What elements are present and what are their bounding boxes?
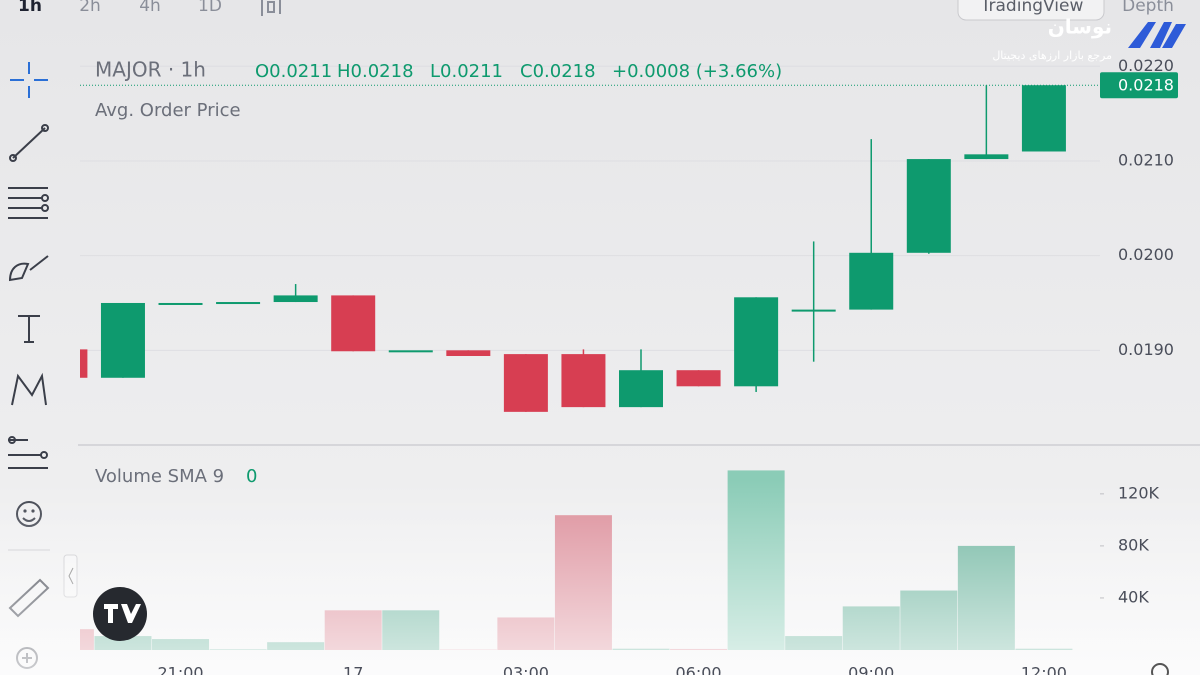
brush-tool[interactable] bbox=[8, 255, 49, 282]
x-tick-label: 17 bbox=[343, 664, 363, 675]
candle-body bbox=[561, 354, 606, 408]
candle-body bbox=[906, 159, 951, 253]
y-tick-label: 0.0220 bbox=[1118, 56, 1174, 75]
ohlc-value: O0.0211 bbox=[255, 61, 332, 82]
y-tick-label: 0.0210 bbox=[1118, 150, 1174, 169]
candle-body bbox=[388, 350, 433, 353]
y-tick-label: 40K bbox=[1118, 587, 1149, 606]
ohlc-value: L0.0211 bbox=[430, 61, 503, 82]
candle-body bbox=[676, 370, 721, 387]
candle-body bbox=[100, 302, 145, 378]
last-price-box bbox=[1100, 72, 1178, 99]
settings-icon[interactable] bbox=[1151, 663, 1169, 675]
candle-body bbox=[331, 295, 376, 352]
brand-logo bbox=[1128, 22, 1186, 48]
top-bar: 1h 2h 4h 1D TradingView Depth نوسان مرجع بازار … bbox=[18, 0, 1174, 62]
y-tick-label: 120K bbox=[1118, 483, 1160, 502]
tab[interactable]: Depth bbox=[1122, 0, 1174, 16]
candle-body bbox=[158, 302, 203, 305]
candle-body bbox=[446, 350, 491, 356]
symbol: MAJOR · 1h bbox=[95, 58, 206, 82]
y-tick-label: 80K bbox=[1118, 535, 1149, 554]
bottom-fade bbox=[0, 480, 1200, 675]
fib-tool[interactable] bbox=[8, 187, 49, 219]
interval-button[interactable]: 1h bbox=[18, 0, 42, 16]
interval-button[interactable]: 4h bbox=[139, 0, 161, 16]
legend: MAJOR · 1h O0.0211 H0.0218 L0.0211 C0.0218 +0… bbox=[95, 58, 782, 488]
candle-body bbox=[1021, 85, 1066, 152]
candle-body bbox=[964, 154, 1009, 160]
y-tick-label: 0.0190 bbox=[1118, 340, 1174, 359]
indicator: Volume SMA 9 bbox=[95, 466, 224, 487]
x-tick-label: 12:00 bbox=[1021, 664, 1067, 675]
candle-type-icon bbox=[261, 0, 281, 16]
last-price-label: 0.0218 bbox=[1118, 76, 1174, 95]
axes: 0.0190 0.0200 0.0210 0.0220 40K 80K 120K 21:00 1… bbox=[157, 56, 1178, 675]
indicator: Avg. Order Price bbox=[95, 100, 241, 121]
interval-button[interactable]: 1D bbox=[198, 0, 222, 16]
pattern-tool[interactable] bbox=[11, 372, 47, 406]
x-tick-label: 21:00 bbox=[157, 664, 203, 675]
crosshair-tool[interactable] bbox=[10, 62, 48, 98]
candle-body bbox=[273, 295, 318, 303]
candle-body bbox=[849, 252, 894, 310]
trendline-tool[interactable] bbox=[9, 124, 49, 162]
candle-body bbox=[619, 370, 663, 408]
tv-logo bbox=[93, 587, 147, 641]
text-tool[interactable] bbox=[18, 315, 40, 343]
logo-tagline: مرجع بازار ارزهای دیجیتال bbox=[992, 49, 1112, 62]
candle-body bbox=[503, 354, 548, 412]
interval-button[interactable]: 2h bbox=[79, 0, 101, 16]
candle-body bbox=[734, 297, 779, 387]
candle-body bbox=[80, 349, 88, 378]
indicator-value: 0 bbox=[246, 466, 257, 487]
y-tick-label: 0.0200 bbox=[1118, 245, 1174, 264]
tab-box bbox=[957, 0, 1105, 21]
ohlc-value: H0.0218 bbox=[337, 61, 414, 82]
x-tick-label: 09:00 bbox=[848, 664, 894, 675]
logo-name: نوسان bbox=[1048, 15, 1112, 39]
candle-body bbox=[216, 302, 261, 305]
change: +0.0008 (+3.66%) bbox=[612, 61, 782, 82]
prediction-tool[interactable] bbox=[8, 436, 48, 469]
ohlc-value: C0.0218 bbox=[520, 61, 596, 82]
candle-body bbox=[791, 309, 836, 312]
x-tick-label: 03:00 bbox=[503, 664, 549, 675]
x-tick-label: 06:00 bbox=[676, 664, 722, 675]
tab[interactable]: TradingView bbox=[980, 0, 1084, 16]
